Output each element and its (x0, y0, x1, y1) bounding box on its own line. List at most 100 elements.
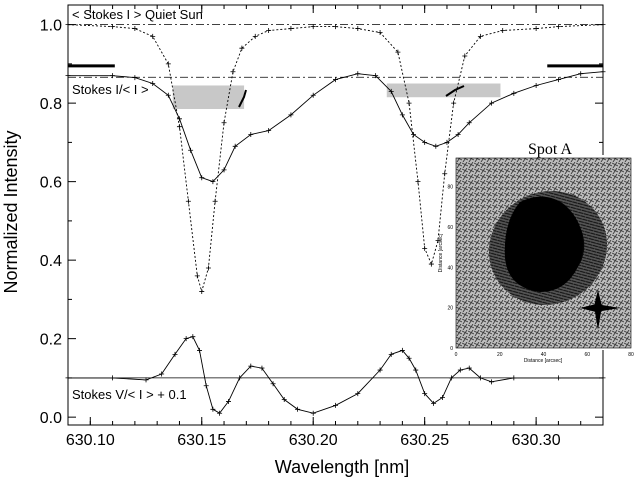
series-1-point-13 (288, 112, 294, 118)
y-tick-label-4: 0.8 (40, 96, 62, 113)
series-1-point-0 (65, 73, 71, 79)
series-1-point-4 (165, 92, 171, 98)
series-0-point-31 (500, 28, 506, 34)
annotation-stokes-i: Stokes I/< I > (72, 82, 149, 97)
series-2-point-19 (333, 402, 338, 408)
series-2-point-20 (355, 391, 361, 397)
y-tick-label-5: 1.0 (40, 18, 62, 35)
series-2-point-35 (555, 375, 561, 381)
series-1-point-21 (422, 139, 428, 145)
series-2-point-15 (270, 381, 276, 387)
series-1-point-5 (176, 116, 182, 122)
series-0-point-13 (239, 45, 245, 51)
series-1-point-7 (199, 175, 205, 181)
annotation-stokes-v: Stokes V/< I > + 0.1 (72, 387, 187, 402)
x-tick-label-4: 630.30 (512, 432, 561, 449)
series-0-point-4 (165, 61, 171, 67)
x-axis-ticks: 630.10 630.15 630.20 630.25 630.30 (66, 5, 604, 449)
series-2-point-17 (295, 406, 301, 412)
series-0-point-26 (435, 238, 441, 244)
series-2-point-32 (477, 375, 483, 381)
series-2-point-34 (511, 375, 517, 381)
series-2-point-14 (259, 365, 265, 371)
inset-y-tick-2: 40 (447, 265, 453, 271)
series-1-point-19 (399, 112, 405, 118)
inset-x-label: Distance [arcsec] (524, 358, 563, 364)
series-0-point-6 (185, 198, 191, 204)
series-1-point-10 (232, 143, 238, 149)
series-0-point-25 (428, 261, 434, 267)
series-2-point-18 (310, 410, 316, 416)
series-2-point-6 (190, 334, 196, 340)
x-tick-label-1: 630.15 (177, 432, 226, 449)
series-2-point-16 (281, 396, 287, 402)
series-0-point-18 (333, 24, 338, 30)
series-2-point-24 (406, 355, 412, 361)
inset-x-tick-2: 40 (541, 352, 547, 358)
series-0-point-33 (555, 24, 561, 30)
inset-ticks: 0 20 40 60 80 0 20 40 60 80 (447, 185, 634, 359)
series-2-point-8 (203, 383, 209, 389)
series-2-point-27 (431, 400, 437, 406)
shaded-bands (172, 83, 501, 110)
inset-title: Spot A (528, 141, 572, 158)
series-1-point-17 (373, 73, 379, 79)
series-0-point-9 (205, 265, 211, 271)
series-1-point-6 (188, 147, 194, 153)
series-1-point-27 (511, 90, 517, 96)
y-axis-label: Normalized Intensity (1, 130, 21, 293)
series-0-point-8 (199, 289, 205, 295)
series-0-point-19 (355, 26, 361, 32)
x-tick-label-2: 630.20 (289, 432, 338, 449)
inset-x-tick-3: 60 (584, 352, 590, 358)
series-1-point-28 (533, 82, 539, 88)
band-marker-left (238, 89, 247, 108)
series-0-point-12 (230, 69, 236, 75)
series-0-point-16 (288, 26, 294, 32)
y-tick-label-3: 0.6 (40, 175, 62, 192)
x-axis-label: Wavelength [nm] (275, 457, 409, 477)
series-0-point-10 (212, 198, 218, 204)
series-2-point-4 (172, 351, 178, 357)
series-1-point-29 (555, 77, 561, 83)
series-2-point-26 (422, 391, 428, 397)
x-tick-label-0: 630.10 (66, 432, 115, 449)
series-1-point-14 (310, 92, 316, 98)
series-2-point-7 (197, 347, 203, 353)
series-2-point-12 (237, 375, 243, 381)
series-1-point-16 (355, 71, 361, 77)
series-0-point-23 (415, 179, 421, 185)
inset-y-tick-4: 80 (447, 185, 453, 191)
y-tick-label-1: 0.2 (40, 332, 62, 349)
annotation-quiet-sun: < Stokes I > Quiet Sun (72, 7, 203, 22)
series-2-point-5 (183, 336, 189, 342)
series-0-point-28 (451, 100, 457, 106)
series-0-point-17 (310, 24, 316, 30)
series-0-point-7 (194, 273, 200, 279)
inset-y-tick-0: 0 (450, 346, 453, 352)
series-0-point-24 (422, 245, 428, 251)
y-tick-label-0: 0.0 (40, 410, 62, 427)
x-tick-label-3: 630.25 (400, 432, 449, 449)
series-0-point-1 (110, 24, 116, 30)
series-1-point-26 (489, 100, 495, 106)
shaded-band-1 (386, 83, 501, 98)
orientation-marker (580, 290, 620, 330)
inset-y-label: Distance [arcsec] (438, 233, 444, 272)
series-2-point-21 (377, 367, 383, 373)
series-0-point-29 (462, 53, 468, 59)
series-1-point-8 (210, 179, 216, 185)
series-2-point-29 (448, 375, 454, 381)
series-1-point-31 (600, 69, 606, 75)
shaded-band-0 (172, 85, 245, 110)
series-2-point-23 (399, 347, 405, 353)
inset-x-tick-4: 80 (628, 352, 634, 358)
series-0-point-14 (252, 33, 258, 39)
series-0-point-20 (377, 29, 383, 35)
series-1-point-2 (132, 75, 138, 81)
series-0-point-21 (395, 49, 401, 55)
y-axis-ticks: 0.0 0.2 0.4 0.6 0.8 1.0 (40, 18, 603, 427)
series-0-point-15 (266, 28, 272, 34)
series-0-point-5 (176, 124, 182, 130)
